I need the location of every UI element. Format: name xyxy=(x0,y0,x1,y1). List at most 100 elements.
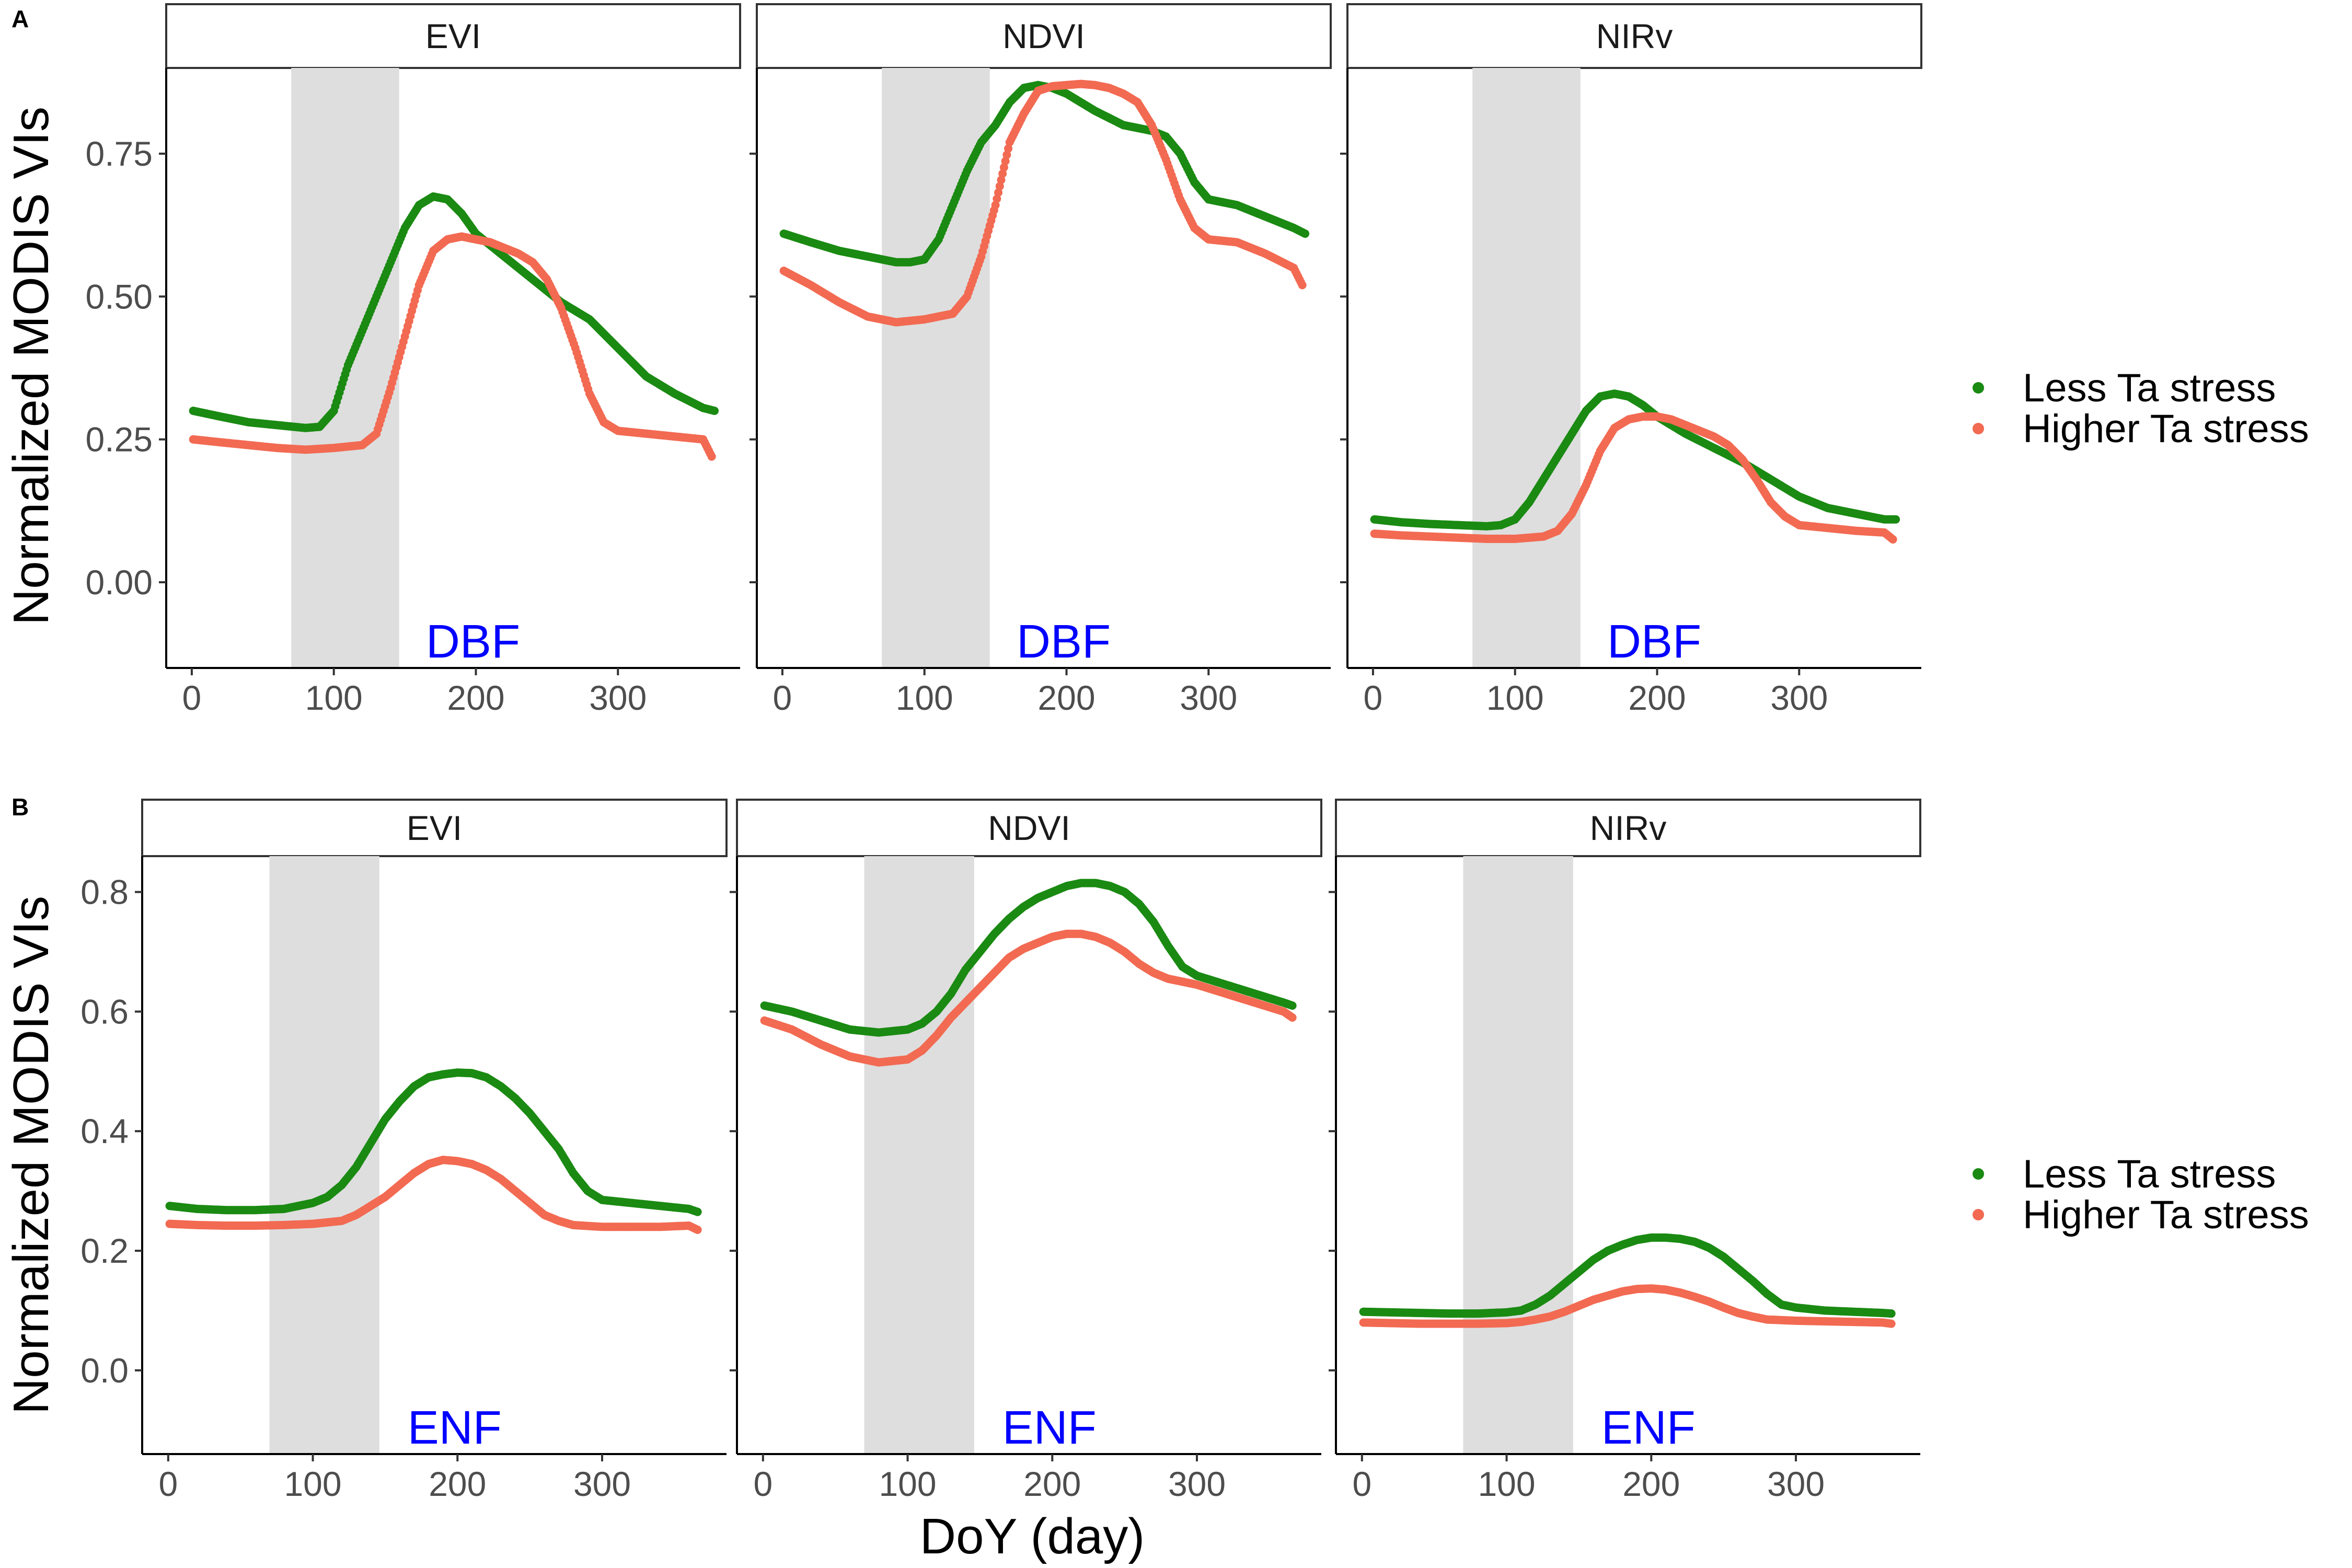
x-tick-label: 200 xyxy=(1023,1465,1081,1503)
facet-nirv-dbf: NIRv 0 100 200 300 DBF xyxy=(1340,3,1922,717)
legend-row-b: Less Ta stress Higher Ta stress xyxy=(1973,1152,2309,1237)
series-higher-ta-stress xyxy=(1370,412,1897,544)
pft-label: DBF xyxy=(1017,616,1111,668)
pft-label: ENF xyxy=(408,1402,502,1454)
pft-label: DBF xyxy=(426,616,520,668)
x-tick-label: 100 xyxy=(1478,1465,1535,1503)
series-less-ta-stress xyxy=(165,1068,702,1216)
series-dot xyxy=(1002,151,1011,159)
y-tick-label: 0.25 xyxy=(86,420,153,459)
series-dot xyxy=(995,182,1004,191)
data-point xyxy=(1301,229,1310,238)
pft-label: ENF xyxy=(1002,1402,1097,1454)
series-higher-ta-stress xyxy=(1359,1284,1896,1328)
series-dot xyxy=(994,188,1003,197)
x-tick-label: 300 xyxy=(1767,1465,1825,1503)
legend-swatch-less-ta-stress xyxy=(1973,382,1984,394)
facet-strip-title: NDVI xyxy=(1002,17,1085,55)
legend-swatch-less-ta-stress xyxy=(1973,1168,1984,1180)
series-dot xyxy=(993,194,1001,203)
legend-label-higher-ta-stress: Higher Ta stress xyxy=(2023,1193,2309,1237)
series-dot xyxy=(999,163,1008,172)
x-tick-label: 0 xyxy=(753,1465,773,1503)
x-axis-title: DoY (day) xyxy=(920,1508,1145,1564)
x-tick-label: 200 xyxy=(447,678,504,717)
shaded-doy-window xyxy=(864,856,974,1454)
facet-strip xyxy=(736,799,1322,857)
x-tick-label: 0 xyxy=(1364,678,1383,717)
data-point xyxy=(1888,535,1897,544)
row-tag-b: B xyxy=(11,793,29,821)
legend-row-a: Less Ta stress Higher Ta stress xyxy=(1973,366,2309,451)
series-less-ta-stress xyxy=(189,192,719,432)
series-higher-ta-stress xyxy=(189,232,716,461)
y-tick-label: 0.00 xyxy=(86,563,153,602)
facet-strip-title: EVI xyxy=(425,17,481,55)
data-point xyxy=(707,452,716,461)
facet-strip-title: NIRv xyxy=(1590,809,1667,847)
data-point xyxy=(1887,1309,1896,1318)
facet-strip xyxy=(756,3,1332,69)
series-dot xyxy=(997,176,1006,185)
x-tick-label: 300 xyxy=(589,678,647,717)
series-dot xyxy=(1001,157,1010,166)
y-tick-label: 0.4 xyxy=(80,1112,129,1150)
legend-swatch-higher-ta-stress xyxy=(1973,423,1984,434)
y-tick-label: 0.75 xyxy=(86,134,153,173)
x-tick-label: 300 xyxy=(573,1465,631,1503)
legend-swatch-higher-ta-stress xyxy=(1973,1209,1984,1220)
series-higher-ta-stress xyxy=(779,79,1307,327)
shaded-doy-window xyxy=(1472,68,1581,668)
data-point xyxy=(1892,515,1900,524)
x-tick-label: 100 xyxy=(1486,678,1544,717)
x-tick-label: 0 xyxy=(1352,1465,1371,1503)
legend-label-less-ta-stress: Less Ta stress xyxy=(2023,1152,2276,1196)
y-axis-title-row-a: Normalized MODIS VIs xyxy=(3,107,59,625)
series-less-ta-stress xyxy=(760,879,1297,1037)
facet-strip xyxy=(1335,799,1921,857)
x-tick-label: 300 xyxy=(1770,678,1828,717)
x-tick-label: 200 xyxy=(1037,678,1095,717)
y-tick-label: 0.2 xyxy=(80,1231,129,1270)
series-higher-ta-stress xyxy=(760,929,1297,1067)
y-tick-label: 0.0 xyxy=(80,1351,129,1390)
shaded-doy-window xyxy=(1463,856,1573,1454)
x-tick-label: 100 xyxy=(896,678,953,717)
x-tick-label: 0 xyxy=(773,678,792,717)
facet-ndvi-dbf: NDVI 0 100 200 300 DBF xyxy=(750,3,1332,717)
series-less-ta-stress xyxy=(1370,389,1900,531)
legend-label-higher-ta-stress: Higher Ta stress xyxy=(2023,407,2309,451)
x-tick-label: 200 xyxy=(429,1465,486,1503)
facet-strip-title: EVI xyxy=(407,809,462,847)
row-tag-a: A xyxy=(11,5,29,32)
data-point xyxy=(1887,1319,1896,1328)
x-tick-label: 100 xyxy=(305,678,363,717)
facet-evi-dbf: EVI 0.00 0.25 0.50 0.75 0 100 200 300 DBF xyxy=(86,3,741,717)
x-tick-label: 300 xyxy=(1168,1465,1226,1503)
data-point xyxy=(710,407,719,415)
pft-label: DBF xyxy=(1607,616,1701,668)
y-tick-label: 0.6 xyxy=(80,992,129,1031)
x-tick-label: 100 xyxy=(879,1465,936,1503)
data-point xyxy=(991,201,1000,210)
pft-label: ENF xyxy=(1601,1402,1696,1454)
x-tick-label: 200 xyxy=(1622,1465,1680,1503)
series-less-ta-stress xyxy=(1359,1233,1896,1318)
legend-label-less-ta-stress: Less Ta stress xyxy=(2023,366,2276,410)
facet-evi-enf: EVI 0.0 0.2 0.4 0.6 0.8 0 100 200 300 ENF xyxy=(80,799,728,1503)
data-point xyxy=(693,1207,702,1216)
y-tick-label: 0.50 xyxy=(86,277,153,316)
y-axis-title-row-b: Normalized MODIS VIs xyxy=(3,896,59,1414)
series-dot xyxy=(1004,144,1013,153)
facet-strip-title: NIRv xyxy=(1596,17,1673,55)
series-dot xyxy=(998,169,1007,178)
data-point xyxy=(1298,281,1307,290)
x-tick-label: 300 xyxy=(1180,678,1237,717)
y-tick-label: 0.8 xyxy=(80,873,129,912)
x-tick-label: 100 xyxy=(284,1465,341,1503)
facet-strip xyxy=(165,3,741,69)
facet-strip xyxy=(141,799,728,857)
series-higher-ta-stress xyxy=(165,1156,702,1234)
